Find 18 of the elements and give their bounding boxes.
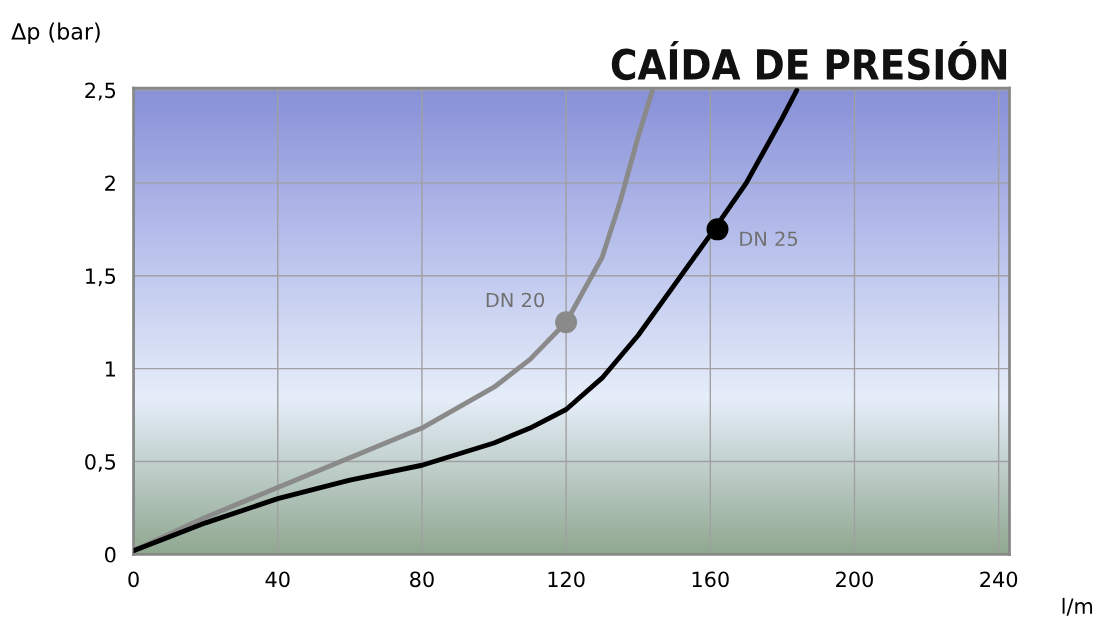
- x-tick-label: 80: [410, 571, 434, 588]
- x-tick-label: 0: [128, 571, 139, 588]
- chart-title: CAÍDA DE PRESIÓN: [611, 40, 1007, 81]
- y-tick-label: 1,5: [86, 268, 116, 287]
- annotation: DN 20: [486, 292, 544, 308]
- x-tick-label: 240: [980, 571, 1018, 588]
- y-tick-label: 0: [105, 546, 116, 563]
- y-tick-label: 2: [105, 175, 115, 191]
- x-tick-label: 120: [548, 571, 585, 588]
- x-tick-label: 200: [836, 571, 873, 588]
- x-tick-label: 40: [265, 571, 290, 588]
- y-axis-title: Δp (bar): [11, 22, 100, 45]
- annotation: DN 25: [740, 231, 798, 247]
- y-tick-label: 1: [105, 361, 115, 377]
- y-tick-label: 2,5: [85, 82, 116, 101]
- y-tick-label: 0,5: [85, 453, 116, 472]
- x-tick-label: 160: [692, 571, 729, 588]
- x-axis-title: l/m: [1062, 597, 1093, 616]
